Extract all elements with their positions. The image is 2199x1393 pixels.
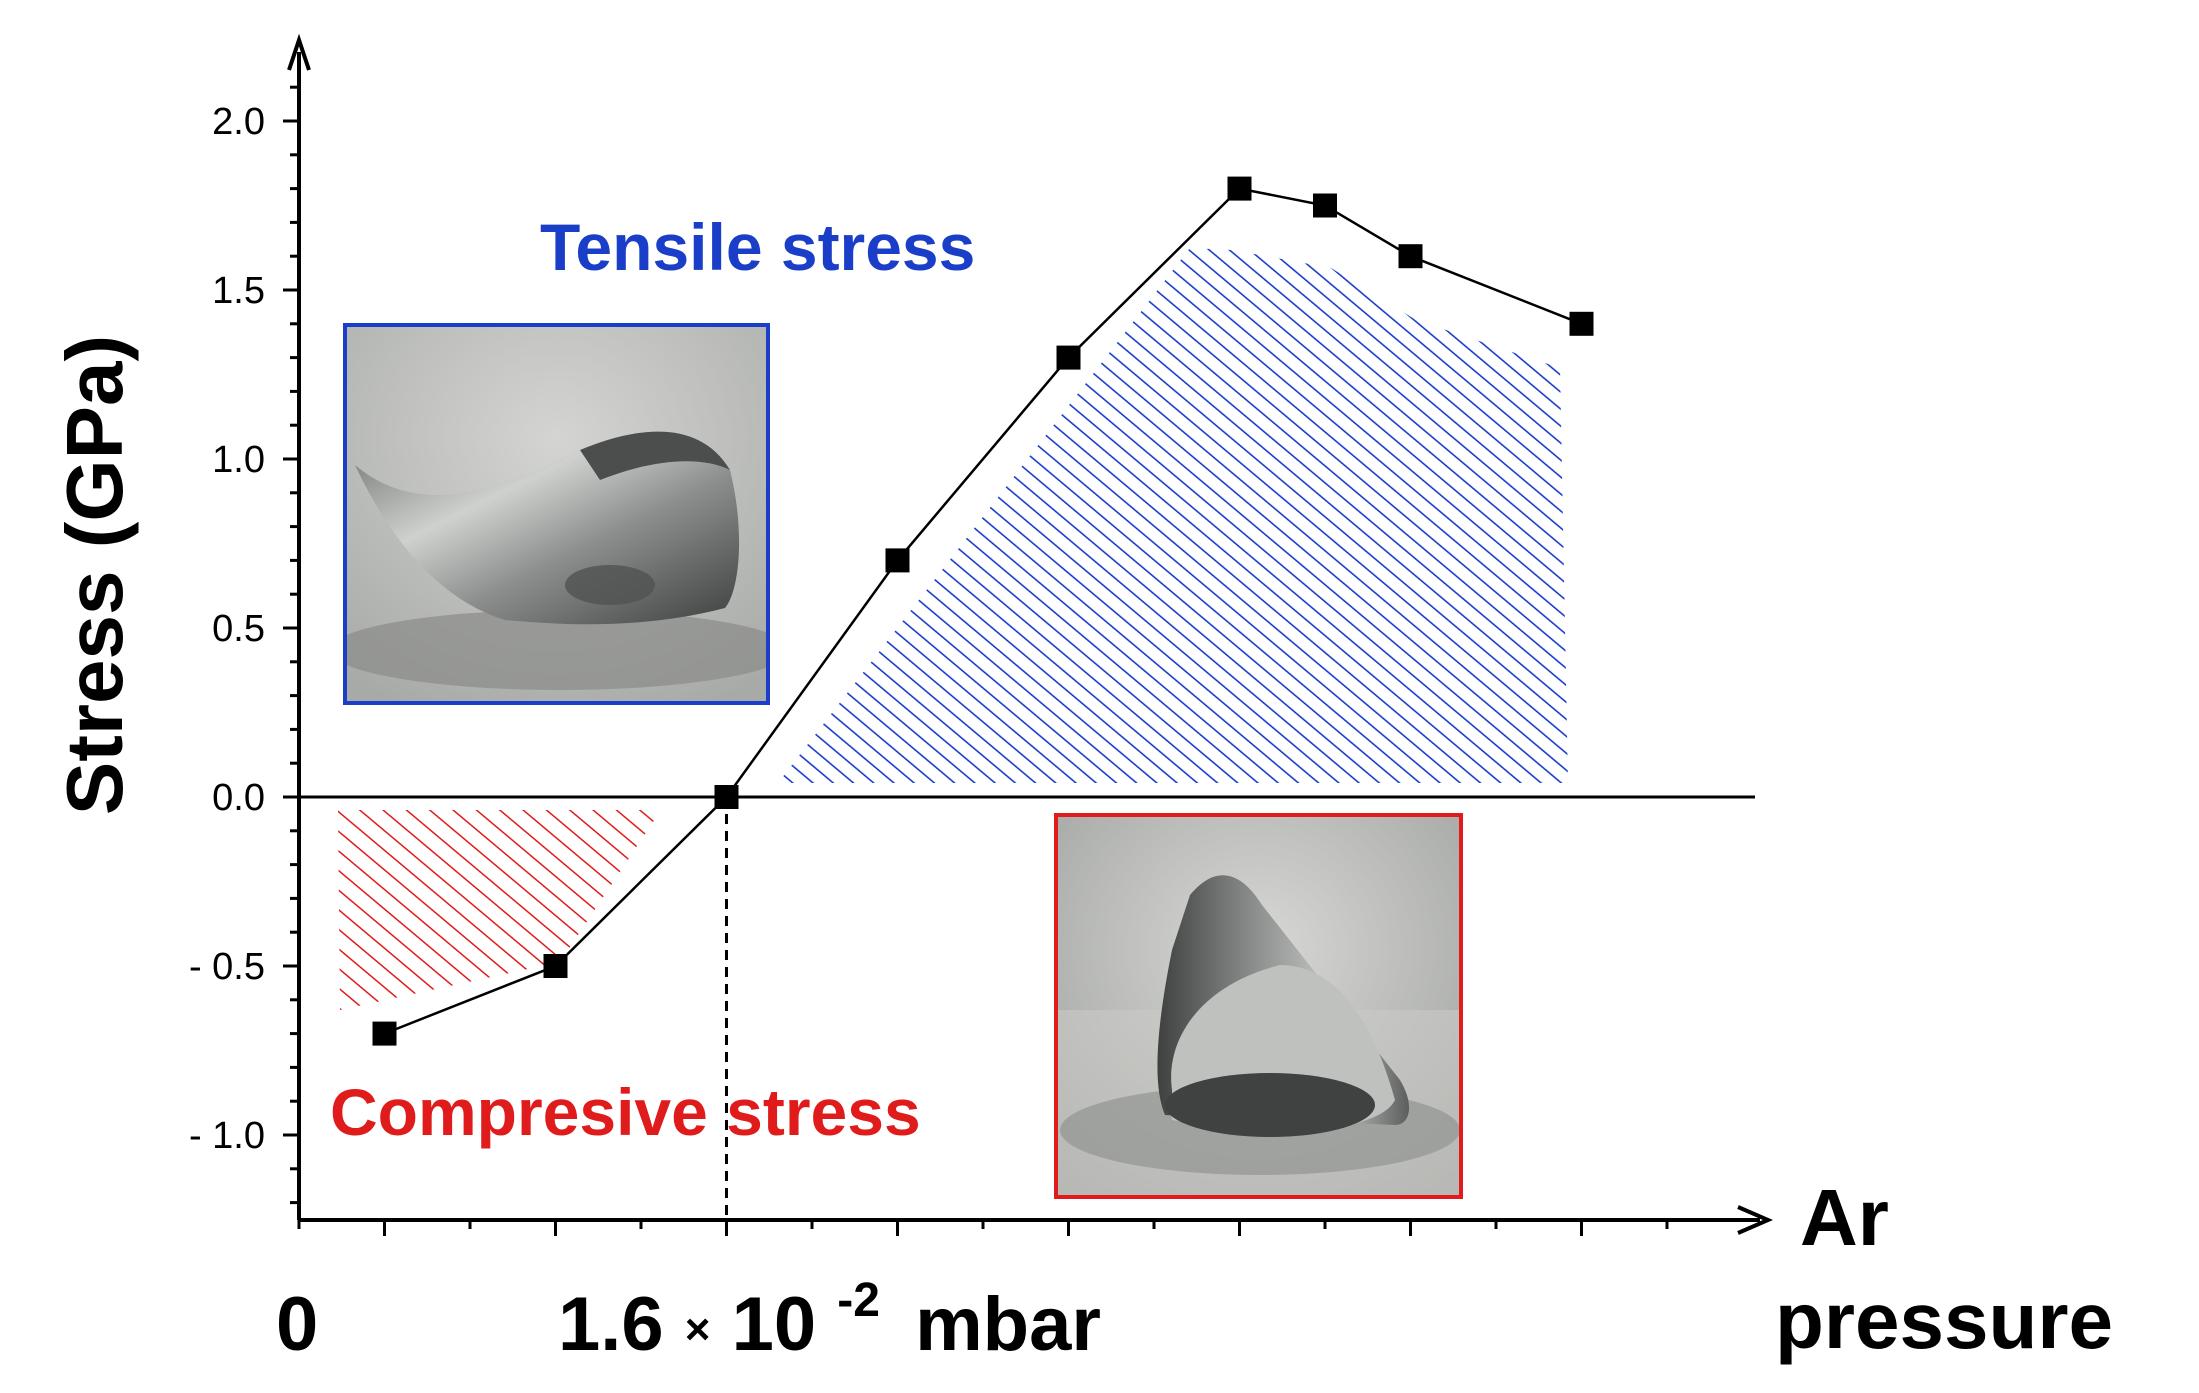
data-point-marker xyxy=(714,785,739,809)
data-markers xyxy=(372,176,1594,1046)
data-point-marker xyxy=(1056,345,1081,370)
data-point-marker xyxy=(1313,193,1337,218)
x-ref-unit: mbar xyxy=(915,1282,1101,1367)
data-point-marker xyxy=(1569,311,1594,336)
y-tick-label: 2.0 xyxy=(212,101,265,143)
x-ref-base: 10 xyxy=(732,1282,817,1367)
tensile-hatch xyxy=(778,248,1568,783)
compressive-stress-label: Compresive stress xyxy=(330,1075,921,1149)
tensile-stress-label: Tensile stress xyxy=(540,210,975,284)
data-point-marker xyxy=(543,954,568,978)
data-point-marker xyxy=(372,1021,397,1046)
data-point-marker xyxy=(1227,176,1252,201)
x-reference-label: 1.6 × 10 -2 mbar xyxy=(558,1248,1101,1367)
data-point-marker xyxy=(885,548,910,573)
axes: 2.0 1.5 1.0 0.5 0.0 - 0.5 - 1.0 xyxy=(189,33,1774,1236)
y-tick-label: 1.5 xyxy=(212,270,265,312)
tensile-inset xyxy=(343,323,770,705)
y-axis-arrowhead xyxy=(287,33,311,71)
data-point-marker xyxy=(1398,244,1423,269)
data-series xyxy=(372,176,1594,1046)
y-tick-label: - 0.5 xyxy=(189,946,265,988)
x-ticks xyxy=(297,1220,1669,1236)
y-ticks: 2.0 1.5 1.0 0.5 0.0 - 0.5 - 1.0 xyxy=(189,85,299,1205)
x-axis-title-line2: pressure xyxy=(1775,1276,2113,1365)
y-tick-label: - 1.0 xyxy=(189,1115,265,1157)
y-tick-label: 0.5 xyxy=(212,608,265,650)
x-origin-label: 0 xyxy=(276,1282,318,1367)
x-axis-arrowhead xyxy=(1737,1205,1774,1235)
x-ref-mantissa: 1.6 xyxy=(558,1282,664,1367)
compressive-hatch xyxy=(338,810,661,1010)
x-ref-exponent: -2 xyxy=(837,1274,880,1327)
x-ref-times: × xyxy=(685,1305,711,1354)
y-tick-label: 1.0 xyxy=(212,439,265,481)
region-hatching xyxy=(338,248,1568,1010)
y-tick-label: 0.0 xyxy=(212,777,265,819)
x-axis-title-line1: Ar xyxy=(1800,1173,1889,1262)
compressive-inset xyxy=(1054,813,1463,1199)
y-axis-title: Stress (GPa) xyxy=(50,335,139,815)
